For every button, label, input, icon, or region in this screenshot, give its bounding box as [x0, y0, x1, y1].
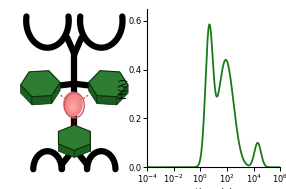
X-axis label: time (s): time (s) [195, 188, 233, 189]
Y-axis label: H(λ): H(λ) [117, 77, 127, 98]
Polygon shape [74, 144, 90, 157]
Polygon shape [117, 85, 128, 105]
Polygon shape [97, 95, 117, 105]
Circle shape [67, 99, 79, 113]
Polygon shape [32, 95, 52, 105]
Circle shape [70, 103, 76, 111]
Circle shape [63, 92, 83, 117]
Polygon shape [58, 144, 74, 157]
Polygon shape [21, 85, 32, 105]
Polygon shape [89, 82, 97, 104]
Polygon shape [21, 71, 60, 97]
Polygon shape [58, 125, 90, 150]
Polygon shape [52, 82, 60, 104]
Polygon shape [89, 71, 128, 97]
Circle shape [64, 94, 82, 115]
